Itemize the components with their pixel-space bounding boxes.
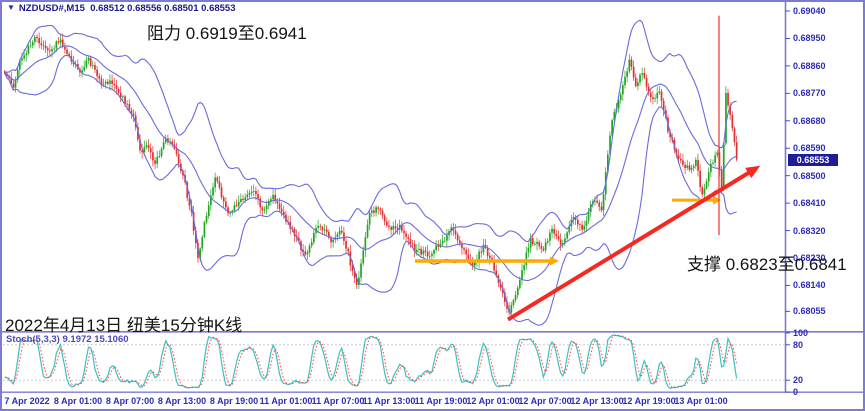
support-annotation: 支撑 0.6823至0.6841 bbox=[687, 255, 847, 274]
bollinger-middle-band bbox=[4, 45, 737, 282]
time-axis[interactable]: 7 Apr 2022 8 Apr 01:00 8 Apr 07:00 8 Apr 13… bbox=[0, 392, 865, 411]
stochastic-name: Stoch(5,3,3) bbox=[6, 334, 60, 345]
stoch-k-line bbox=[4, 334, 738, 390]
price-axis-label: 0.68590 bbox=[793, 143, 826, 154]
date-label: 11 Apr 01:00 bbox=[259, 396, 313, 406]
support-arrow-head bbox=[713, 195, 721, 205]
date-label: 12 Apr 19:00 bbox=[622, 396, 676, 406]
date-label: 8 Apr 01:00 bbox=[53, 396, 103, 406]
price-axis-label: 0.68055 bbox=[793, 306, 826, 317]
price-axis-label: 0.68230 bbox=[793, 253, 826, 263]
price-axis-label: 0.68680 bbox=[793, 115, 826, 126]
support-arrow-head bbox=[550, 256, 559, 266]
chart-legend: ▼ NZDUSD#,M15 0.68512 0.68556 0.68501 0.6… bbox=[7, 3, 235, 14]
chevron-down-icon[interactable]: ▼ bbox=[7, 3, 15, 12]
price-pane bbox=[4, 15, 761, 326]
date-label: 13 Apr 01:00 bbox=[674, 396, 728, 406]
date-label: 11 Apr 13:00 bbox=[362, 396, 416, 406]
price-axis-label: 0.68950 bbox=[793, 33, 826, 44]
price-axis-label: 0.68860 bbox=[793, 60, 826, 71]
price-axis-label: 0.68140 bbox=[793, 280, 826, 291]
resistance-annotation: 阻力 0.6919至0.6941 bbox=[147, 24, 307, 43]
price-axis-label: 0.68500 bbox=[793, 170, 826, 181]
stoch-axis-label: 80 bbox=[793, 339, 804, 350]
stochastic-pane bbox=[3, 334, 784, 390]
date-label: 11 Apr 07:00 bbox=[311, 396, 365, 406]
price-axis-label: 0.68410 bbox=[793, 198, 826, 209]
bollinger-upper-band bbox=[4, 19, 737, 243]
date-label: 8 Apr 07:00 bbox=[105, 396, 155, 406]
stoch-axis-label: 100 bbox=[793, 328, 809, 338]
price-axis-label: 0.69040 bbox=[793, 6, 826, 16]
chart-title-annotation: 2022年4月13日 纽美15分钟K线 bbox=[5, 316, 243, 335]
stochastic-values: 9.1972 15.1060 bbox=[62, 334, 129, 345]
stoch-axis-label: 0 bbox=[793, 387, 799, 397]
date-label: 7 Apr 2022 bbox=[4, 396, 50, 406]
price-axis[interactable]: 0.69040 0.68950 0.68860 0.68770 0.68680 0.685… bbox=[785, 0, 865, 392]
date-label: 12 Apr 13:00 bbox=[570, 396, 624, 406]
symbol-timeframe-label: NZDUSD#,M15 bbox=[18, 3, 85, 14]
trendline-arrow[interactable] bbox=[506, 170, 752, 322]
stoch-axis-label: 20 bbox=[793, 375, 804, 386]
bollinger-lower-band bbox=[4, 54, 737, 326]
date-label: 8 Apr 13:00 bbox=[157, 396, 207, 406]
price-axis-label: 0.68770 bbox=[793, 88, 826, 99]
current-price-badge: 0.68553 bbox=[788, 153, 838, 166]
price-axis-label: 0.68320 bbox=[793, 225, 826, 236]
date-label: 12 Apr 01:00 bbox=[466, 396, 520, 406]
date-label: 11 Apr 19:00 bbox=[414, 396, 468, 406]
ohlc-values: 0.68512 0.68556 0.68501 0.68553 bbox=[90, 3, 236, 14]
date-label: 12 Apr 07:00 bbox=[518, 396, 572, 406]
date-label: 8 Apr 19:00 bbox=[209, 396, 259, 406]
stochastic-legend: Stoch(5,3,3) 9.1972 15.1060 bbox=[6, 334, 129, 345]
trendline-arrow-head bbox=[745, 165, 761, 179]
stochastic-axis: 100 80 20 0 bbox=[785, 325, 865, 397]
stoch-d-line bbox=[4, 334, 738, 389]
